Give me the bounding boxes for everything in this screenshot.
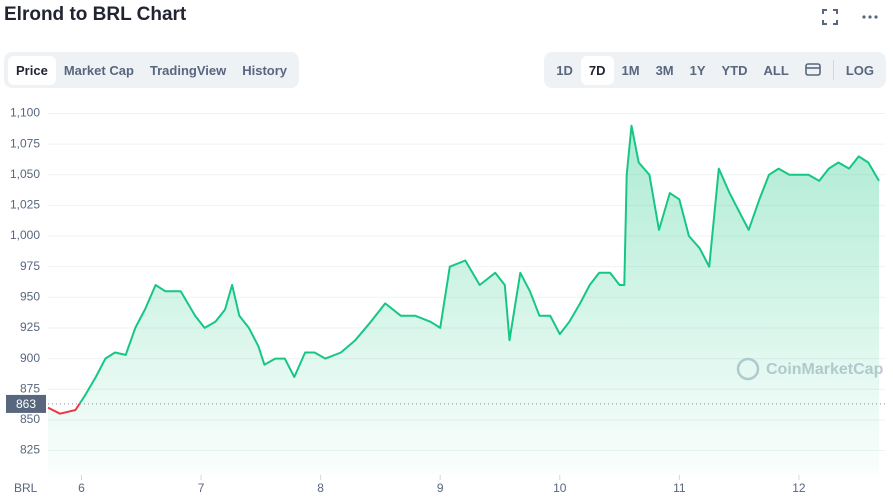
range-button[interactable]: YTD [721, 62, 748, 78]
x-tick-label: 9 [437, 481, 444, 495]
x-tick-label: 11 [673, 481, 686, 495]
price-line [47, 124, 880, 415]
y-tick-label: 1,000 [10, 228, 40, 242]
tab-button[interactable]: Market Cap [63, 62, 134, 78]
x-tick-label: 6 [78, 481, 85, 495]
x-tick-label: 10 [553, 481, 567, 495]
calendar-icon [805, 62, 821, 76]
baseline-label-bg [6, 394, 46, 413]
range-button[interactable]: 3M [655, 62, 674, 78]
range-button[interactable]: 1Y [689, 62, 706, 78]
separator [832, 60, 834, 80]
y-tick-label: 950 [20, 289, 40, 303]
chart-title: Elrond to BRL Chart [4, 4, 187, 25]
tab-button[interactable]: TradingView [149, 62, 227, 78]
toolbar-icons [821, 8, 879, 26]
y-tick-label: 1,050 [10, 167, 40, 181]
y-tick-label: 1,100 [10, 106, 40, 120]
tab-group: Price Market Cap TradingView History [4, 52, 300, 88]
tab-button[interactable]: History [242, 62, 288, 78]
y-tick-label: 925 [20, 320, 40, 334]
range-button[interactable]: 1D [556, 62, 573, 78]
tab-button[interactable]: Price [8, 55, 56, 85]
currency-label: BRL [14, 481, 38, 495]
log-button[interactable]: LOG [845, 62, 874, 78]
x-tick-label: 12 [792, 481, 806, 495]
y-tick-label: 1,075 [10, 136, 40, 150]
x-tick-label: 7 [198, 481, 205, 495]
range-button[interactable]: 7D [580, 55, 614, 85]
area [48, 125, 880, 475]
calendar-button[interactable] [797, 55, 829, 86]
fullscreen-icon[interactable] [821, 8, 839, 26]
range-group: 1D 7D 1M 3M 1Y YTD ALL LOG [544, 52, 886, 88]
chart: 825 850 875 900 925 950 975 1,000 1,025 1,050 1,07… [6, 106, 885, 495]
y-tick-label: 850 [20, 412, 40, 426]
y-tick-label: 900 [20, 351, 40, 365]
range-button[interactable]: 1M [621, 62, 640, 78]
range-button[interactable]: ALL [763, 62, 789, 78]
more-icon[interactable] [861, 8, 879, 26]
y-tick-label: 875 [20, 381, 40, 395]
baseline-label: 863 [16, 397, 36, 411]
y-tick-label: 1,025 [10, 198, 40, 212]
x-tick-label: 8 [317, 481, 324, 495]
y-tick-label: 825 [20, 443, 40, 457]
y-tick-label: 975 [20, 259, 40, 273]
